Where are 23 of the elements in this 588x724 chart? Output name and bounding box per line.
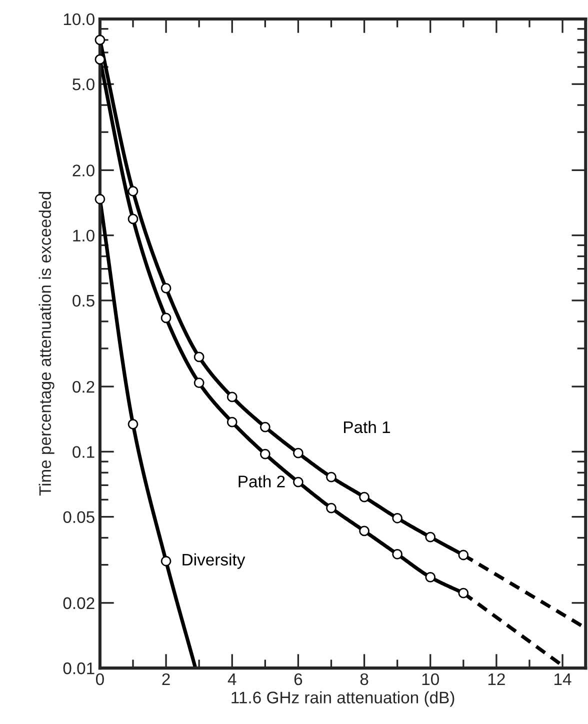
x-tick-label: 12 — [488, 673, 505, 685]
y-tick-label: 2.0 — [72, 164, 94, 176]
x-tick-label: 14 — [554, 674, 572, 685]
series-label: Diversity — [182, 553, 246, 569]
y-tick-label: 0.1 — [72, 446, 94, 458]
y-tick-label: 0.01 — [63, 662, 94, 674]
x-tick-label: 2 — [162, 673, 170, 685]
y-axis-title: Time percentage attenuation is exceeded — [38, 192, 54, 496]
x-tick-label: 10 — [422, 673, 439, 686]
y-tick-label: 1.0 — [73, 230, 94, 242]
y-tick-label: 0.5 — [72, 294, 94, 307]
x-tick-label: 8 — [360, 673, 368, 686]
x-axis-title: 11.6 GHz rain attenuation (dB) — [232, 691, 454, 707]
y-tick-label: 5.0 — [72, 78, 94, 90]
x-tick-label: 6 — [294, 673, 302, 686]
y-tick-label: 10.0 — [64, 13, 94, 26]
y-tick-label: 0.02 — [63, 597, 94, 610]
series-label: Path 2 — [238, 475, 285, 488]
y-tick-label: 0.05 — [63, 511, 94, 524]
y-tick-label: 0.2 — [72, 380, 94, 393]
x-tick-label: 4 — [228, 674, 236, 685]
text: Path 1 — [344, 420, 390, 434]
x-tick-label: 0 — [96, 673, 104, 686]
